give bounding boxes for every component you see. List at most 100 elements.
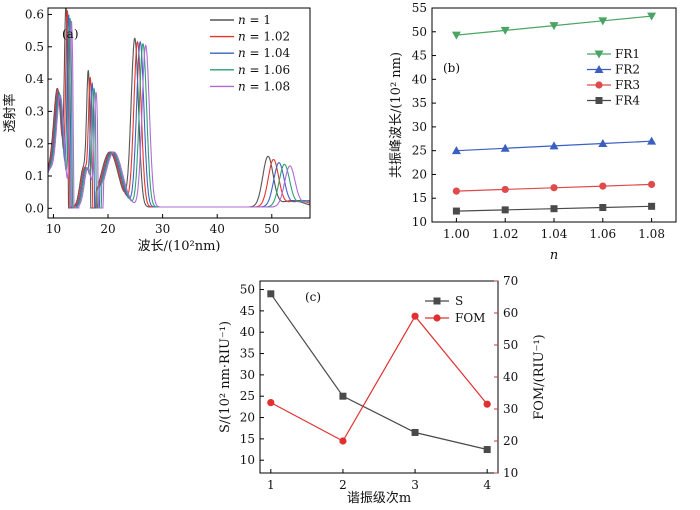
data-point-fr4 (550, 205, 558, 213)
x-tick-label: 1.04 (541, 227, 568, 241)
data-point-fom (483, 400, 491, 408)
panel-a-xticks: 10 20 30 40 50 (46, 214, 279, 236)
y-tick-label: 45 (412, 49, 427, 63)
y-tick-label-left: 50 (240, 283, 255, 297)
x-tick-label: 10 (46, 222, 61, 236)
data-point-fr1 (451, 31, 461, 40)
data-point-fr4 (452, 207, 460, 215)
data-point-s (267, 290, 275, 298)
panel-c-yticks-right: 10 20 30 40 50 60 70 (494, 274, 518, 480)
y-tick-label: 0.3 (25, 104, 44, 118)
y-tick-label-right: 30 (503, 402, 518, 416)
panel-c-legend: S FOM (425, 294, 485, 325)
x-tick-label: 1 (267, 478, 275, 492)
y-tick-label: 15 (412, 191, 427, 205)
legend-label: FR2 (615, 63, 640, 77)
data-point-fr1 (500, 26, 510, 35)
legend-label: FR3 (615, 78, 640, 92)
legend-label: n = 1.04 (238, 46, 291, 60)
legend-label: FR4 (615, 94, 640, 108)
data-point-fr3 (501, 185, 509, 194)
y-tick-label-right: 10 (503, 466, 518, 480)
y-tick-label: 20 (412, 167, 427, 181)
series-line-fom (270, 315, 488, 442)
data-point-fr3 (648, 180, 656, 189)
panel-c: 1 2 3 4 10 15 20 25 30 35 40 45 50 10 20 30 40 50 60 70 (… (218, 274, 547, 506)
data-point-fr3 (599, 182, 607, 190)
legend-value: = 1 (246, 13, 271, 27)
y-tick-label-left: 40 (240, 325, 255, 339)
y-tick-label: 30 (412, 120, 427, 134)
data-point-fr2 (500, 143, 510, 152)
y-tick-label: 0.4 (25, 72, 44, 86)
legend-label: FOM (455, 311, 485, 325)
transmittance-curve (48, 20, 310, 209)
legend-marker (433, 314, 441, 322)
data-point-s (339, 392, 347, 400)
legend-marker (595, 81, 603, 89)
panel-a-curves (48, 8, 310, 209)
data-point-fom (411, 312, 419, 320)
panel-a-label: (a) (62, 27, 79, 41)
legend-label: n = 1.06 (238, 63, 290, 77)
data-point-fr3 (550, 184, 558, 192)
panel-b-yticks: 10 15 20 25 30 35 40 45 50 55 (412, 1, 436, 229)
data-point-fom (339, 437, 347, 445)
legend-value: = 1.02 (246, 30, 290, 44)
panel-c-yticks-left: 10 15 20 25 30 35 40 45 50 (240, 283, 264, 467)
y-tick-label: 50 (412, 25, 427, 39)
panel-a: 10 20 30 40 50 0.0 0.1 0.2 0.3 0.4 0.5 0.6 (a) 波长/… (2, 7, 311, 254)
legend-symbol: n (238, 79, 246, 93)
y-tick-label: 0.5 (25, 40, 44, 54)
data-point-fr2 (647, 136, 657, 145)
x-tick-label: 50 (264, 222, 279, 236)
y-tick-label-left: 35 (240, 347, 255, 361)
x-tick-label: 3 (411, 478, 419, 492)
x-tick-label: 1.00 (443, 227, 470, 241)
panel-a-frame (47, 7, 311, 219)
legend-value: = 1.04 (246, 46, 291, 60)
panel-c-series (267, 290, 491, 454)
data-point-fr1 (549, 22, 559, 31)
legend-value: = 1.06 (246, 63, 290, 77)
panel-a-ylabel: 透射率 (2, 93, 18, 132)
legend-label: S (455, 294, 463, 308)
data-point-fr1 (647, 12, 657, 21)
y-tick-label: 0.1 (25, 169, 44, 183)
legend-label: FR1 (615, 47, 640, 61)
legend-marker (433, 297, 441, 305)
data-point-fr2 (451, 146, 461, 155)
legend-value: = 1.08 (246, 79, 290, 93)
panel-c-ylabel-left: S/(10² nm·RIU⁻¹) (218, 321, 233, 433)
panel-b-ylabel: 共振峰波长/(10² nm) (389, 52, 404, 178)
legend-symbol: n (238, 13, 246, 27)
data-point-fr2 (549, 141, 559, 150)
data-point-fr1 (598, 17, 608, 26)
panel-a-legend: n = 1n = 1.02n = 1.04n = 1.06n = 1.08 (210, 13, 291, 93)
panel-a-xlabel: 波长/(10²nm) (138, 239, 221, 254)
x-tick-label: 4 (483, 478, 491, 492)
y-tick-label-left: 15 (240, 432, 255, 446)
x-tick-label: 30 (155, 222, 170, 236)
legend-label: n = 1.02 (238, 30, 290, 44)
legend-symbol: n (238, 63, 246, 77)
y-tick-label-left: 45 (240, 304, 255, 318)
x-tick-label: 1.08 (638, 227, 665, 241)
data-point-fr2 (598, 139, 608, 148)
x-tick-label: 1.02 (492, 227, 519, 241)
legend-marker (594, 50, 604, 59)
y-tick-label-right: 40 (503, 370, 518, 384)
panel-b-xlabel: n (550, 248, 558, 263)
y-tick-label-left: 20 (240, 411, 255, 425)
x-tick-label: 40 (210, 222, 225, 236)
y-tick-label-right: 20 (503, 434, 518, 448)
legend-marker (594, 65, 604, 73)
panel-c-xlabel: 谐振级次m (347, 490, 411, 506)
y-tick-label: 0.2 (25, 137, 44, 151)
panel-c-label: (c) (305, 290, 321, 304)
data-point-s (411, 428, 419, 436)
legend-symbol: n (238, 30, 246, 44)
y-tick-label-left: 25 (240, 389, 255, 403)
data-point-fr4 (599, 203, 607, 211)
